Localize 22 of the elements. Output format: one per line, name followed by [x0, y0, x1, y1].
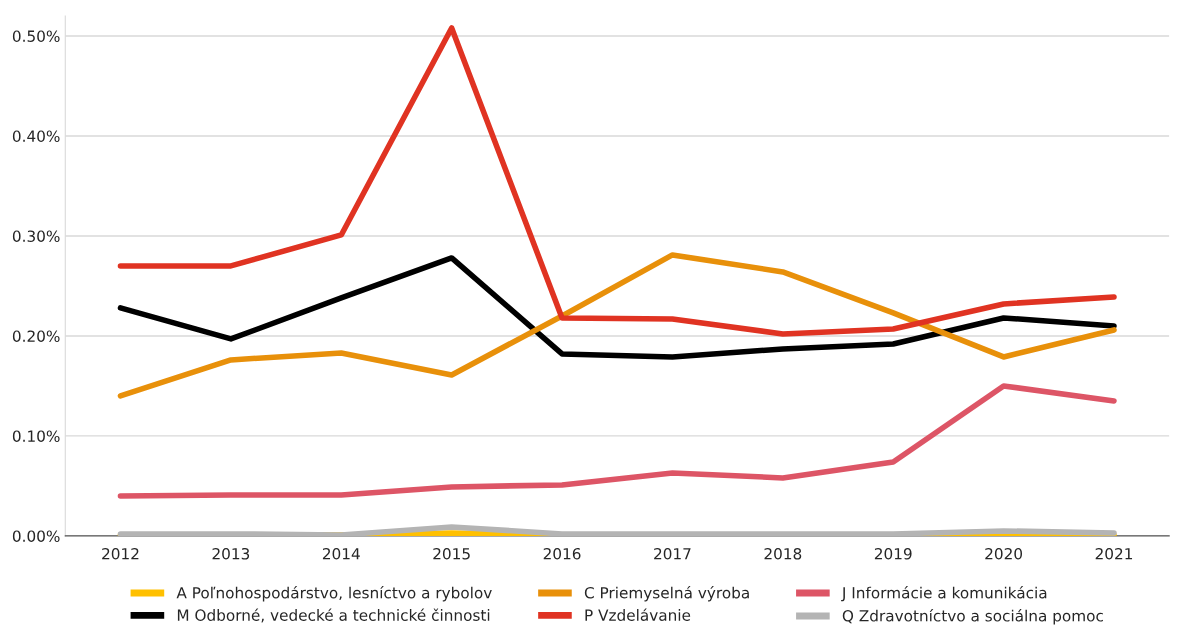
legend-label: Q Zdravotníctvo a sociálna pomoc	[842, 609, 1103, 625]
x-tick-label: 2020	[985, 548, 1023, 560]
x-tick-label: 2013	[212, 548, 250, 560]
x-tick-label: 2014	[322, 548, 360, 560]
y-tick-label: 0.30%	[12, 230, 60, 242]
legend-label: C Priemyselná výroba	[584, 586, 749, 602]
y-tick-label: 0.20%	[12, 330, 60, 342]
x-tick-label: 2012	[102, 548, 139, 560]
legend-label: J Informácie a komunikácia	[841, 586, 1047, 602]
x-tick-label: 2016	[543, 548, 581, 560]
y-tick-label: 0.00%	[12, 530, 60, 542]
legend-label: M Odborné, vedecké a technické činnosti	[177, 608, 490, 623]
legend-label: P Vzdelávanie	[585, 608, 691, 621]
x-tick-label: 2015	[433, 548, 470, 560]
y-tick-label: 0.50%	[12, 30, 60, 42]
x-tick-label: 2017	[654, 548, 691, 560]
x-tick-label: 2021	[1095, 548, 1133, 560]
y-tick-label: 0.40%	[12, 130, 60, 142]
legend-label: A Poľnohospodárstvo, lesníctvo a rybolov	[176, 586, 492, 602]
x-tick-label: 2019	[874, 548, 912, 560]
y-tick-label: 0.10%	[12, 430, 60, 442]
x-tick-label: 2018	[764, 548, 802, 560]
